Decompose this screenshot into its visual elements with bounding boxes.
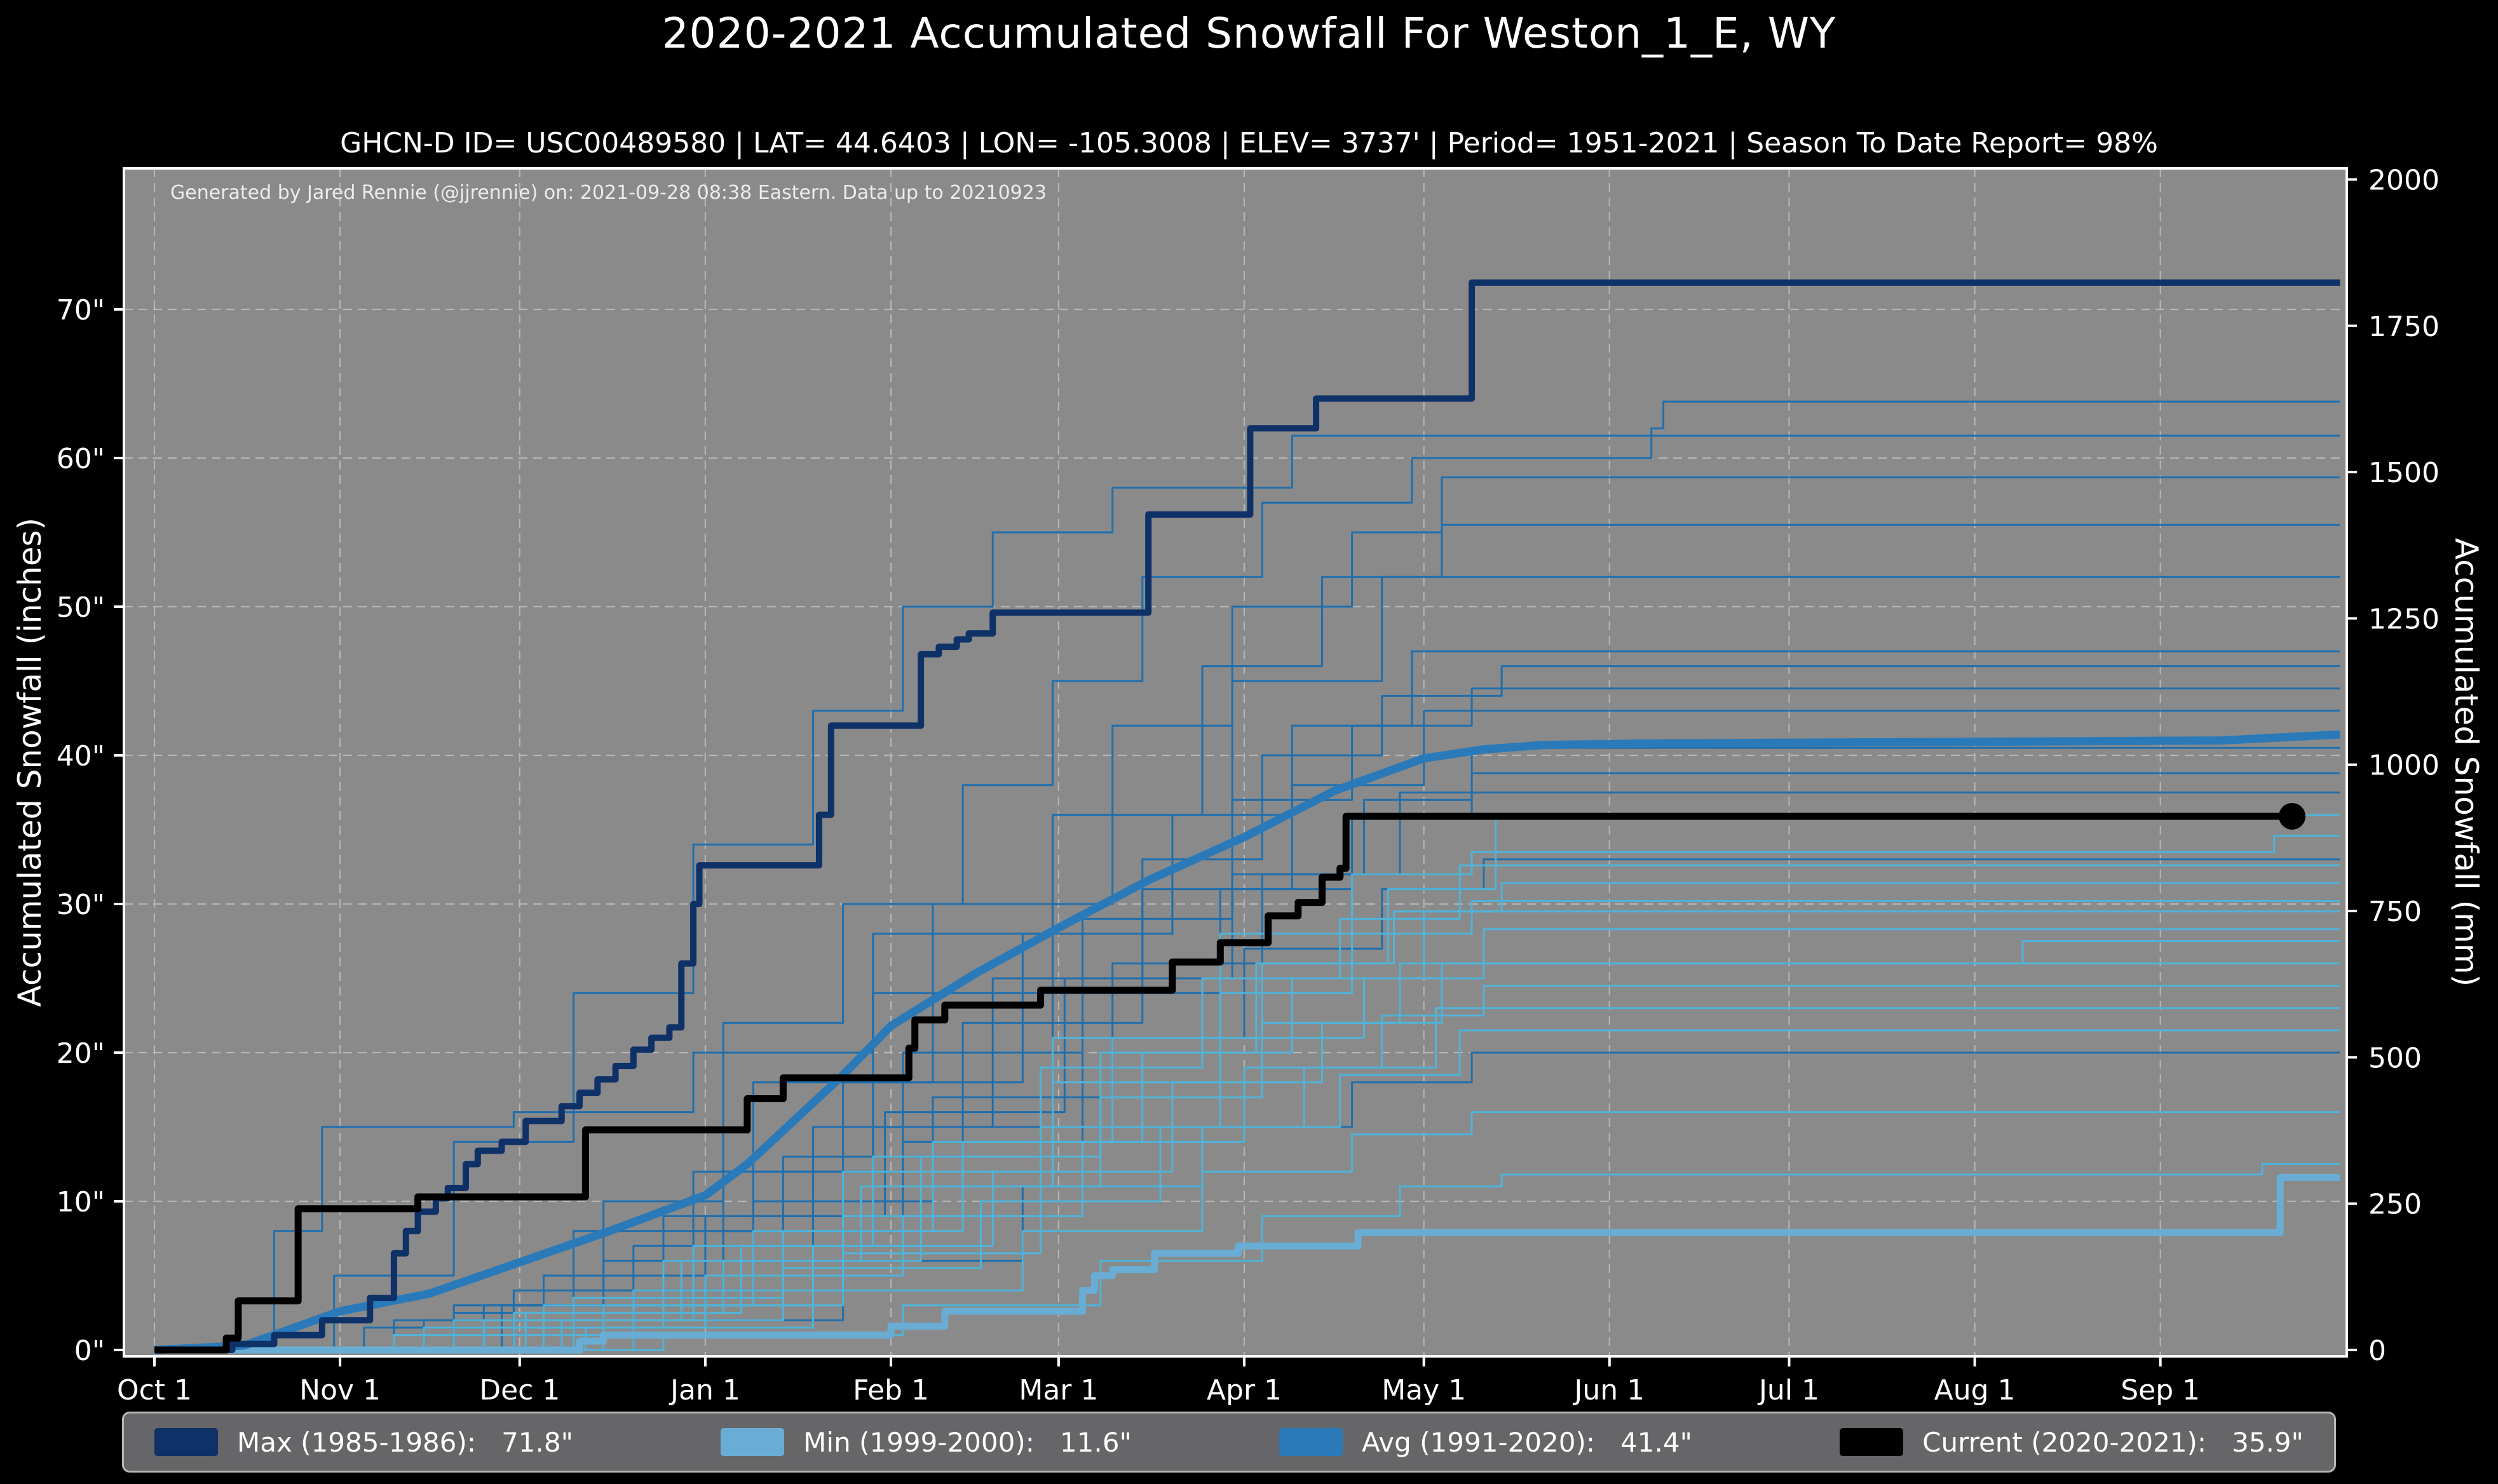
y-tick-label-inches: 50": [57, 591, 105, 624]
y-axis-label-mm: Accumulated Snowfall (mm): [2448, 537, 2485, 987]
legend-label-max: Max (1985-1986): 71.8": [237, 1426, 573, 1458]
avg-color-swatch: [1279, 1428, 1343, 1456]
x-tick-label: Feb 1: [853, 1374, 929, 1406]
max-color-swatch: [154, 1428, 218, 1456]
x-tick-label: Sep 1: [2121, 1374, 2200, 1406]
generated-by-note: Generated by Jared Rennie (@jjrennie) on…: [170, 182, 1047, 204]
x-tick-label: Oct 1: [117, 1374, 192, 1406]
historical-year-line: [154, 576, 2340, 1351]
historical-year-line: [154, 435, 2340, 1351]
x-tick-label: Jun 1: [1572, 1374, 1645, 1406]
max-series-line: [154, 279, 2340, 1353]
y-tick-label-mm: 1500: [2368, 457, 2440, 489]
y-tick-label-inches: 70": [57, 294, 105, 327]
y-tick-label-mm: 750: [2368, 896, 2422, 928]
y-tick-label-mm: 1750: [2368, 311, 2440, 343]
y-tick-label-mm: 0: [2368, 1335, 2386, 1367]
x-tick-label: Aug 1: [1934, 1374, 2016, 1406]
plot-background: [124, 168, 2347, 1356]
y-tick-label-mm: 2000: [2368, 164, 2440, 196]
min-color-swatch: [721, 1428, 785, 1456]
chart-title: 2020-2021 Accumulated Snowfall For Westo…: [662, 9, 1836, 58]
chart-subtitle: GHCN-D ID= USC00489580 | LAT= 44.6403 | …: [340, 127, 2158, 159]
avg-series-line: [154, 730, 2340, 1354]
historical-year-line: [154, 687, 2340, 1351]
legend-label-min: Min (1999-2000): 11.6": [803, 1426, 1132, 1458]
x-tick-label: May 1: [1381, 1374, 1466, 1406]
min-series-line: [154, 1174, 2340, 1354]
y-tick-label-mm: 1250: [2368, 603, 2440, 635]
y-tick-label-inches: 40": [57, 740, 105, 772]
x-tick-label: Dec 1: [479, 1374, 560, 1406]
legend-item-min: Min (1999-2000): 11.6": [721, 1427, 1132, 1458]
x-tick-label: Jan 1: [669, 1374, 740, 1406]
legend-item-max: Max (1985-1986): 71.8": [154, 1427, 573, 1458]
y-tick-label-mm: 250: [2368, 1189, 2422, 1221]
historical-year-line: [154, 400, 2340, 1351]
legend-item-current: Current (2020-2021): 35.9": [1840, 1427, 2304, 1458]
x-tick-label: Nov 1: [299, 1374, 381, 1406]
current-series-line: [154, 813, 2293, 1354]
y-tick-label-mm: 500: [2368, 1042, 2422, 1074]
y-tick-label-inches: 60": [57, 443, 105, 475]
current-color-swatch: [1840, 1428, 1904, 1456]
y-tick-label-inches: 30": [57, 889, 105, 921]
legend-label-current: Current (2020-2021): 35.9": [1922, 1426, 2304, 1458]
historical-year-line: [154, 1111, 2340, 1351]
historical-year-line: [154, 1007, 2340, 1351]
plot-border: [123, 167, 2348, 1358]
legend-item-avg: Avg (1991-2020): 41.4": [1279, 1427, 1692, 1458]
y-tick-label-inches: 20": [57, 1037, 105, 1070]
x-tick-label: Mar 1: [1019, 1374, 1098, 1406]
current-endpoint-marker: [2279, 802, 2306, 830]
y-tick-label-inches: 0": [74, 1335, 105, 1367]
chart-legend: Max (1985-1986): 71.8" Min (1999-2000): …: [122, 1412, 2336, 1473]
x-tick-label: Apr 1: [1207, 1374, 1282, 1406]
x-tick-label: Jul 1: [1757, 1374, 1819, 1406]
legend-label-avg: Avg (1991-2020): 41.4": [1362, 1426, 1692, 1458]
historical-year-line: [154, 1029, 2340, 1351]
y-tick-label-inches: 10": [57, 1186, 105, 1218]
y-tick-label-mm: 1000: [2368, 750, 2440, 782]
